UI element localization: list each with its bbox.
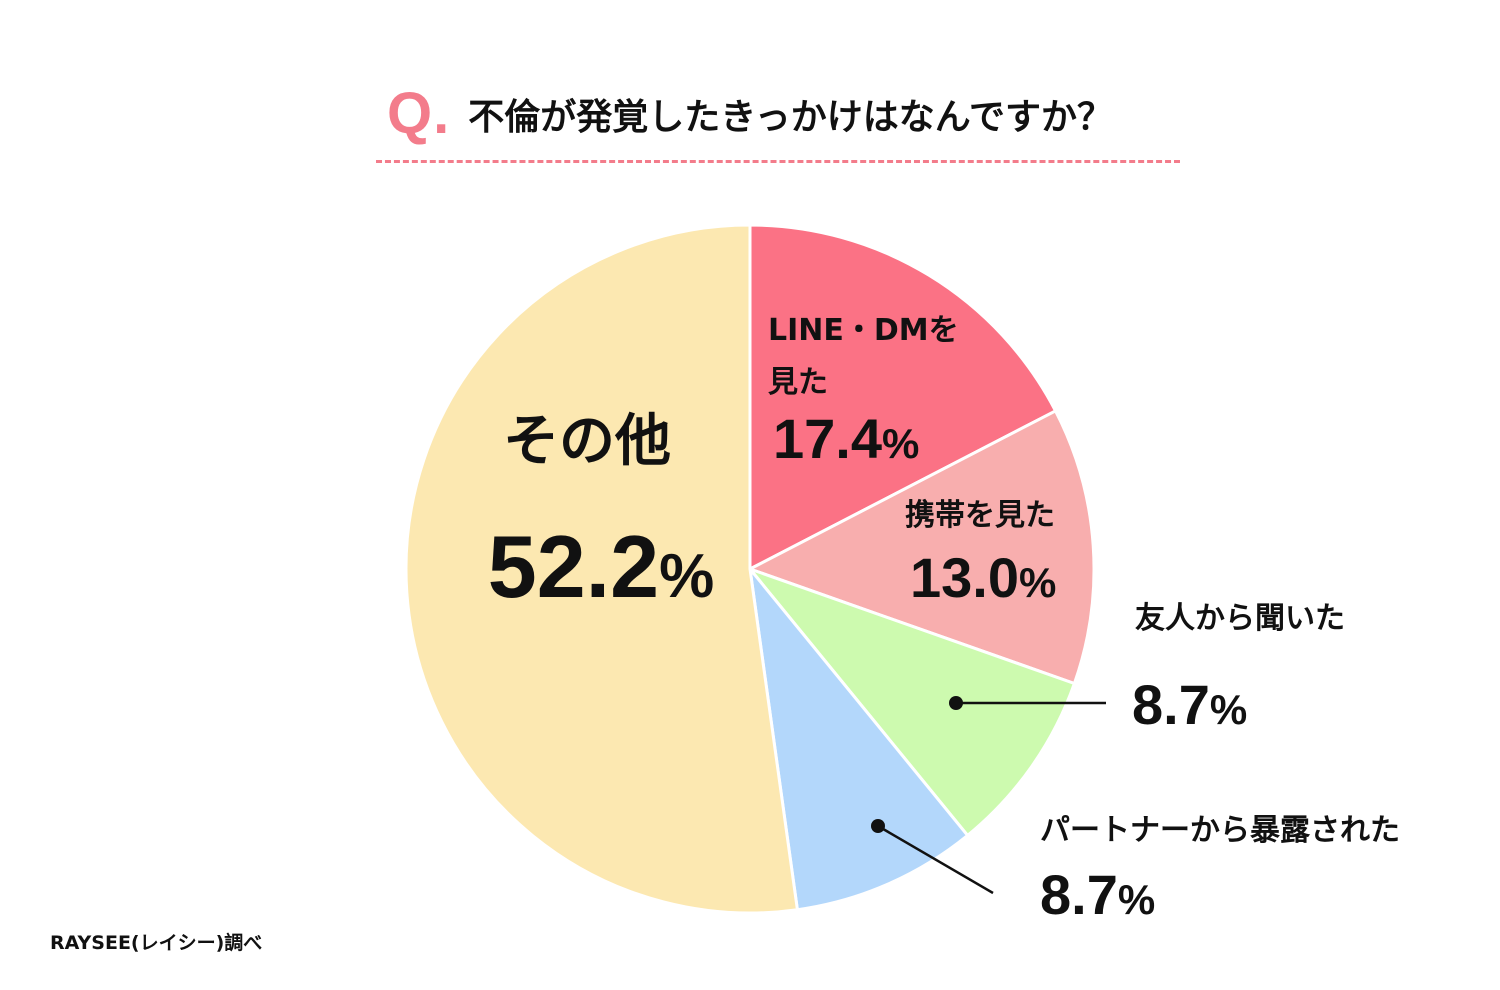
- slice-label-2: 携帯を見た: [905, 498, 1055, 533]
- pie-slice-3: [748, 567, 1076, 837]
- title-divider: [376, 160, 1180, 163]
- question-mark-label: Q.: [387, 81, 451, 146]
- slice-label-1-line-2: 見た: [768, 365, 828, 400]
- pie-slice-1: [748, 223, 1058, 571]
- pie-slice-2: [748, 409, 1096, 685]
- slice-label-1-line-1: LINE・DMを: [768, 313, 959, 348]
- pie-slices: [404, 223, 1096, 915]
- slice-label-5: その他: [503, 409, 671, 474]
- chart-title: Q. 不倫が発覚したきっかけはなんですか？: [0, 80, 1500, 147]
- leader-line-4: [877, 824, 994, 895]
- source-credit: RAYSEE(レイシー)調べ: [50, 932, 263, 954]
- question-text: 不倫が発覚したきっかけはなんですか？: [468, 96, 1113, 138]
- data-label-2: 13.0%: [910, 546, 1056, 609]
- slice-label-4: パートナーから暴露された: [1040, 813, 1400, 848]
- pie-slice-4: [748, 567, 970, 912]
- leader-dot-3: [949, 696, 963, 710]
- data-label-1: 17.4%: [773, 407, 919, 470]
- slice-label-3: 友人から聞いた: [1135, 601, 1345, 636]
- leader-dot-4: [871, 819, 885, 833]
- pie-slice-5: [404, 223, 799, 915]
- data-label-4: 8.7%: [1040, 863, 1155, 926]
- data-label-3: 8.7%: [1132, 673, 1247, 736]
- data-label-5: 52.2%: [488, 517, 714, 616]
